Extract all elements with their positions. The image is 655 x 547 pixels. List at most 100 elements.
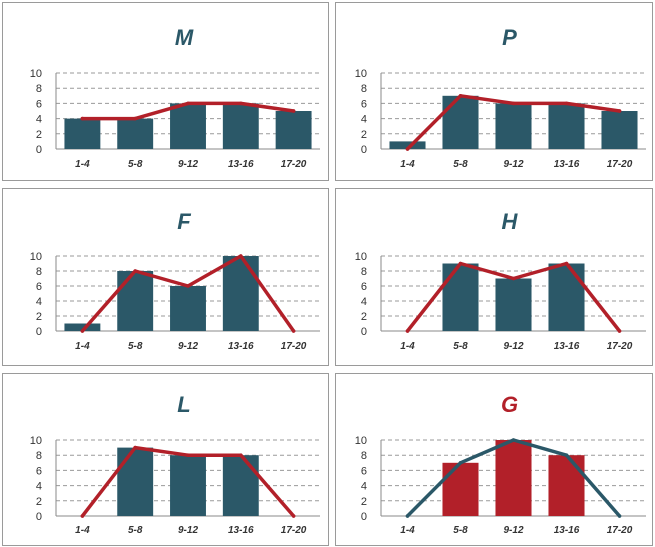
line-point-17-20	[617, 329, 622, 333]
bar-9-12	[170, 103, 206, 149]
x-tick-label: 13-16	[554, 525, 580, 536]
line-point-9-12	[186, 453, 190, 457]
y-tick-label: 0	[361, 326, 367, 338]
x-tick-label: 17-20	[607, 341, 633, 352]
bar-5-8	[442, 263, 479, 331]
y-tick-label: 6	[36, 281, 42, 293]
chart-title: M	[175, 25, 194, 50]
chart-panel-p: P 0 2 4 6 8 10 1-4 5-8 9-12 13-16 17-20	[335, 2, 653, 181]
y-tick-label: 2	[36, 129, 42, 141]
x-tick-label: 1-4	[400, 341, 415, 352]
x-tick-label: 1-4	[400, 159, 415, 170]
x-tick-label: 1-4	[75, 341, 90, 352]
y-tick-label: 8	[36, 450, 42, 462]
x-tick-label: 9-12	[503, 525, 523, 536]
bar-9-12	[170, 286, 206, 331]
chart-svg: M 0 2 4 6 8 10 1-4 5-8 9-12 13-16 17-20	[30, 25, 320, 170]
y-tick-label: 0	[361, 511, 367, 523]
y-tick-label: 0	[36, 326, 42, 338]
line-point-5-8	[133, 269, 137, 273]
bar-13-16	[548, 263, 585, 331]
line-point-9-12	[511, 438, 516, 442]
line-point-5-8	[133, 116, 137, 121]
chart-title: G	[501, 392, 518, 417]
x-tick-label: 13-16	[554, 159, 580, 170]
bar-17-20	[275, 111, 312, 149]
line-point-9-12	[511, 101, 516, 106]
y-tick-label: 4	[36, 296, 42, 308]
y-tick-label: 4	[36, 114, 42, 126]
y-tick-label: 0	[36, 511, 42, 523]
line-point-13-16	[239, 254, 243, 258]
y-tick-label: 10	[355, 68, 367, 80]
bar-9-12	[170, 455, 206, 516]
y-tick-label: 2	[36, 496, 42, 508]
y-tick-label: 4	[361, 296, 367, 308]
x-tick-label: 5-8	[128, 159, 143, 170]
bar-5-8	[117, 271, 154, 331]
y-tick-label: 4	[36, 481, 42, 493]
x-tick-label: 17-20	[281, 159, 307, 170]
y-tick-label: 10	[355, 435, 367, 447]
line-point-5-8	[458, 461, 463, 465]
x-tick-label: 9-12	[503, 159, 523, 170]
bar-13-16	[222, 103, 259, 149]
x-tick-label: 5-8	[128, 341, 143, 352]
x-tick-label: 9-12	[503, 341, 523, 352]
bar-17-20	[601, 111, 638, 149]
y-tick-label: 2	[36, 311, 42, 323]
bar-9-12	[495, 103, 532, 149]
line-point-17-20	[617, 109, 622, 113]
y-tick-label: 6	[36, 98, 42, 110]
x-tick-label: 9-12	[178, 159, 198, 170]
line-point-5-8	[458, 94, 463, 98]
line-point-9-12	[511, 276, 516, 281]
y-tick-label: 4	[361, 481, 367, 493]
x-tick-label: 5-8	[453, 159, 468, 170]
y-tick-label: 8	[36, 83, 42, 95]
bar-1-4	[389, 141, 426, 149]
bar-1-4	[64, 118, 101, 149]
chart-title: P	[502, 25, 517, 50]
line-point-13-16	[239, 453, 243, 457]
line-point-9-12	[186, 284, 190, 288]
y-tick-label: 10	[30, 68, 42, 80]
bar-13-16	[548, 455, 585, 516]
chart-svg: G 0 2 4 6 8 10 1-4 5-8 9-12 13-16 17-20	[355, 392, 646, 536]
bar-13-16	[222, 256, 259, 331]
x-tick-label: 5-8	[128, 525, 143, 536]
y-tick-label: 0	[361, 144, 367, 156]
chart-panel-m: M 0 2 4 6 8 10 1-4 5-8 9-12 13-16 17-20	[2, 2, 329, 181]
y-tick-label: 2	[361, 311, 367, 323]
bar-1-4	[64, 323, 101, 331]
x-tick-label: 5-8	[453, 341, 468, 352]
x-tick-label: 1-4	[75, 525, 90, 536]
chart-svg: F 0 2 4 6 8 10 1-4 5-8 9-12 13-16 17-20	[30, 209, 320, 352]
y-tick-label: 10	[30, 435, 42, 447]
line-point-1-4	[80, 116, 85, 121]
chart-svg: L 0 2 4 6 8 10 1-4 5-8 9-12 13-16 17-20	[30, 392, 320, 536]
x-tick-label: 17-20	[607, 525, 633, 536]
bar-5-8	[442, 95, 479, 149]
line-point-1-4	[80, 514, 85, 518]
line-point-13-16	[239, 101, 243, 106]
x-tick-label: 13-16	[228, 159, 254, 170]
x-tick-label: 1-4	[75, 159, 90, 170]
y-tick-label: 8	[361, 83, 367, 95]
bar-5-8	[442, 462, 479, 516]
y-tick-label: 0	[36, 144, 42, 156]
y-tick-label: 2	[361, 129, 367, 141]
y-tick-label: 6	[361, 465, 367, 477]
line-point-5-8	[458, 261, 463, 266]
x-tick-label: 17-20	[281, 341, 307, 352]
y-tick-label: 10	[30, 251, 42, 263]
bar-13-16	[222, 455, 259, 516]
x-tick-label: 13-16	[228, 341, 254, 352]
line-point-17-20	[617, 514, 622, 518]
y-tick-label: 8	[361, 450, 367, 462]
chart-svg: H 0 2 4 6 8 10 1-4 5-8 9-12 13-16 17-20	[355, 209, 646, 352]
x-tick-label: 9-12	[178, 525, 198, 536]
y-tick-label: 8	[361, 266, 367, 278]
line-point-13-16	[564, 261, 569, 266]
line-point-17-20	[291, 329, 296, 333]
